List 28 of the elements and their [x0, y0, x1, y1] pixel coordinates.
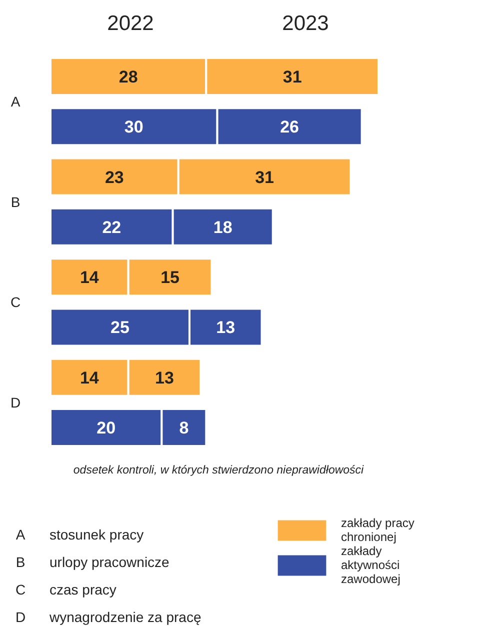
annotation: odsetek kontroli, w których stwierdzono nieprawidłowości	[73, 464, 364, 476]
data-label: 31	[255, 168, 274, 187]
data-label: 30	[124, 118, 144, 137]
text: 2022	[107, 12, 154, 35]
y-tick-label: B	[10, 194, 20, 210]
text: czas pracy	[50, 582, 116, 598]
text: wynagrodzenie za pracę	[48, 609, 202, 625]
y-tick-label: A	[10, 94, 21, 110]
data-label: 26	[280, 118, 300, 137]
data-label: 15	[160, 268, 180, 288]
data-label: 25	[110, 318, 130, 338]
data-label: 31	[282, 68, 302, 86]
text: stosunek pracy	[50, 526, 144, 542]
data-label: 20	[96, 418, 116, 438]
data-label: 23	[104, 168, 124, 187]
data-label: 18	[213, 218, 232, 237]
text: 2023	[282, 12, 329, 35]
data-label: 14	[80, 368, 100, 388]
data-label: 14	[80, 268, 100, 288]
data-label: 13	[155, 368, 174, 388]
data-label: 22	[102, 218, 122, 237]
y-tick-label: D	[10, 394, 21, 410]
y-tick-label: C	[10, 294, 21, 310]
data-label: 13	[216, 318, 236, 338]
data-label: 28	[118, 68, 138, 86]
data-label: 8	[179, 418, 189, 438]
text: urlopy pracownicze	[50, 554, 170, 570]
legend-label: zakłady aktywności zawodowej	[341, 544, 400, 586]
